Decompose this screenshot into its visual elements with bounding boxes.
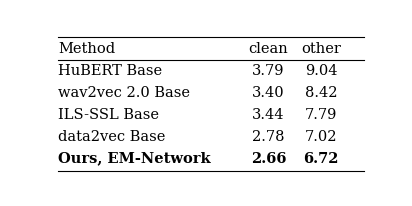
- Text: Ours, EM-Network: Ours, EM-Network: [58, 152, 211, 166]
- Text: 2.78: 2.78: [253, 130, 285, 144]
- Text: 9.04: 9.04: [305, 64, 337, 78]
- Text: HuBERT Base: HuBERT Base: [58, 64, 162, 78]
- Text: 2.66: 2.66: [251, 152, 286, 166]
- Text: 7.79: 7.79: [305, 108, 337, 122]
- Text: clean: clean: [249, 42, 288, 56]
- Text: 8.42: 8.42: [305, 86, 337, 100]
- Text: 3.79: 3.79: [253, 64, 285, 78]
- Text: wav2vec 2.0 Base: wav2vec 2.0 Base: [58, 86, 190, 100]
- Text: 3.40: 3.40: [252, 86, 285, 100]
- Text: other: other: [301, 42, 341, 56]
- Text: Method: Method: [58, 42, 115, 56]
- Text: data2vec Base: data2vec Base: [58, 130, 165, 144]
- Text: 7.02: 7.02: [305, 130, 337, 144]
- Text: 6.72: 6.72: [304, 152, 339, 166]
- Text: 3.44: 3.44: [253, 108, 285, 122]
- Text: ILS-SSL Base: ILS-SSL Base: [58, 108, 159, 122]
